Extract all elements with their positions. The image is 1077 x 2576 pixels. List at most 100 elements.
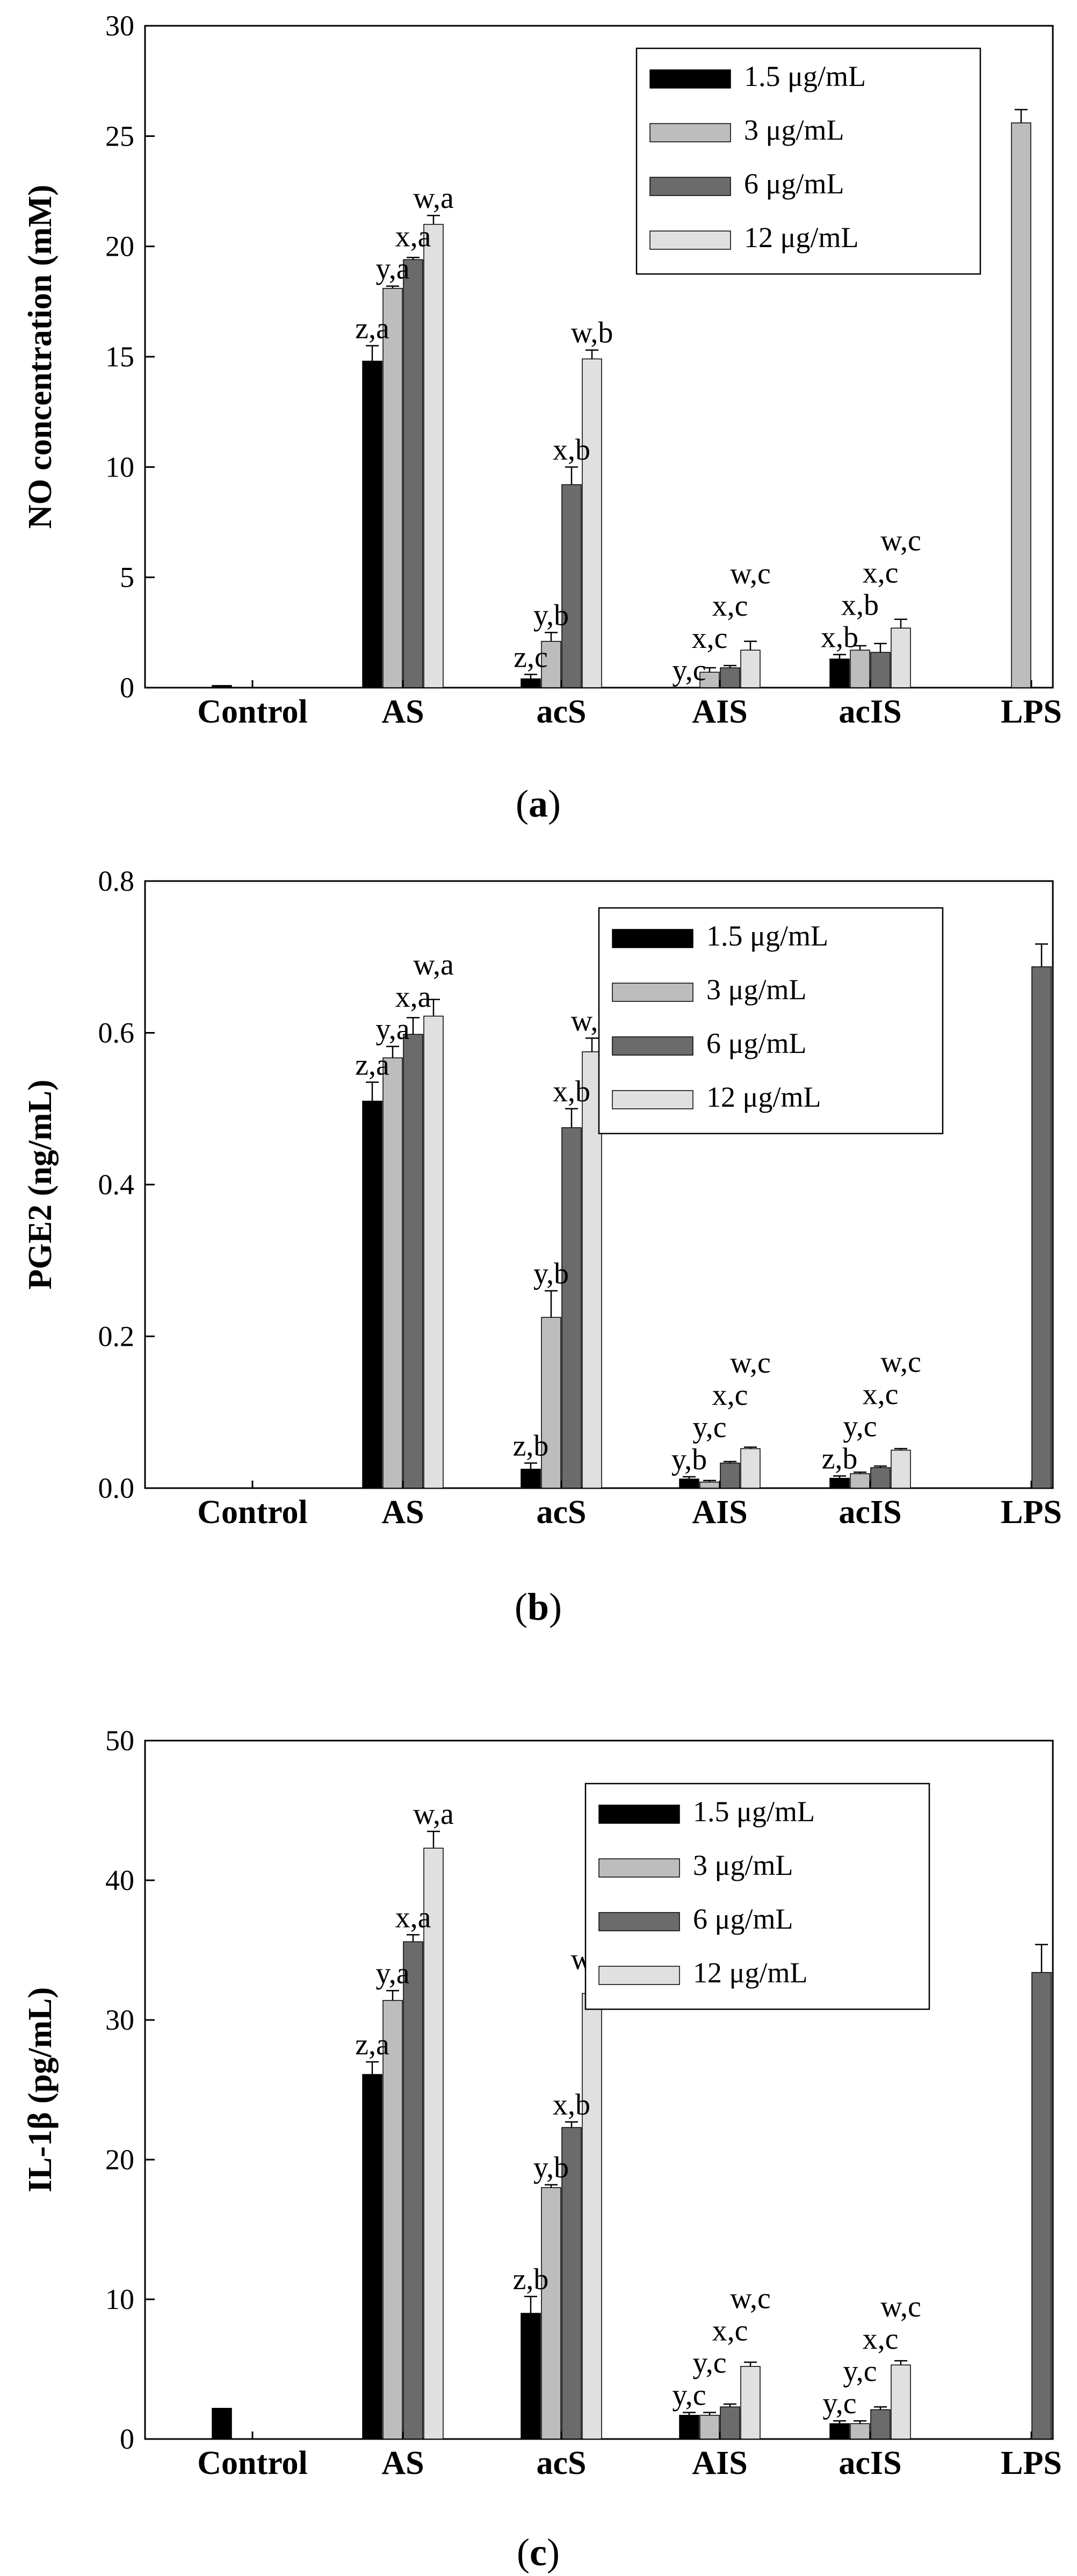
panel-b-ytick-label: 0.2 xyxy=(98,1321,135,1353)
panel-a-legend-entry: 12 μg/mL xyxy=(744,221,858,254)
panel-a-significance-label: w,c xyxy=(730,557,771,590)
panel-c-significance-label: y,c xyxy=(822,2387,856,2420)
panel-b-significance-label: y,b xyxy=(533,1257,569,1290)
panel-a-bar xyxy=(423,223,444,688)
panel-a-legend-swatch xyxy=(649,177,731,196)
panel-a-bar xyxy=(362,360,382,688)
panel-b-significance-label: x,c xyxy=(863,1377,899,1411)
panel-a-significance-label: x,c xyxy=(712,589,748,623)
panel-b-bar xyxy=(829,1477,850,1489)
panel-b-bar xyxy=(740,1448,761,1489)
panel-c-category-label: AS xyxy=(381,2445,424,2481)
panel-c-bar xyxy=(1031,1972,1052,2440)
panel-c-significance-label: w,c xyxy=(880,2290,921,2324)
panel-b-significance-label: y,a xyxy=(375,1013,409,1046)
panel-a-ytick-label: 5 xyxy=(120,561,134,594)
panel-a-label: (a) xyxy=(516,782,561,825)
panel-c-significance-label: x,c xyxy=(712,2314,748,2348)
panel-c-category-label: AIS xyxy=(692,2445,747,2481)
panel-a-legend-entry: 3 μg/mL xyxy=(744,114,844,146)
panel-a-category-label: acS xyxy=(537,694,587,730)
panel-a-significance-label: y,a xyxy=(375,252,409,286)
panel-a-category-label: acIS xyxy=(839,694,901,730)
panel-c-significance-label: x,c xyxy=(863,2322,899,2356)
panel-b-ytick-label: 0.0 xyxy=(98,1472,135,1504)
panel-b-y-axis-label: PGE2 (ng/mL) xyxy=(22,1080,59,1290)
panel-a-bar xyxy=(403,259,423,688)
panel-a-significance-label: x,b xyxy=(841,588,879,622)
panel-b-ytick-label: 0.6 xyxy=(98,1017,135,1049)
panel-b-bar xyxy=(891,1449,911,1489)
panel-a-legend-swatch xyxy=(649,230,731,250)
panel-a-bar xyxy=(382,287,403,688)
panel-b-legend-swatch xyxy=(612,983,693,1002)
panel-a-category-label: AIS xyxy=(692,694,747,730)
panel-b-significance-label: y,b xyxy=(671,1443,707,1476)
panel-b-bar xyxy=(870,1467,891,1489)
panel-c-significance-label: y,c xyxy=(672,2379,706,2412)
panel-a-bar xyxy=(582,358,602,688)
panel-c-ytick-label: 0 xyxy=(120,2423,134,2455)
panel-a-ytick-label: 0 xyxy=(120,672,134,704)
panel-a-significance-label: x,a xyxy=(395,220,431,254)
panel-b-bar xyxy=(382,1057,403,1489)
panel-a-bar xyxy=(870,652,891,688)
panel-b-category-label: AIS xyxy=(692,1494,747,1531)
panel-c-bar xyxy=(870,2409,891,2440)
panel-c-legend-swatch xyxy=(598,1966,680,1985)
panel-b-bar xyxy=(423,1015,444,1489)
panel-a-ytick-label: 10 xyxy=(105,451,134,483)
panel-a-legend-swatch xyxy=(649,123,731,142)
panel-c-bar xyxy=(891,2364,911,2440)
panel-c-significance-label: x,b xyxy=(553,2088,590,2122)
panel-a-bar xyxy=(1011,122,1031,688)
panel-b-bar xyxy=(403,1034,423,1489)
panel-a-significance-label: x,c xyxy=(692,622,728,655)
panel-b-bar xyxy=(850,1473,870,1489)
panel-a-significance-label: y,c xyxy=(672,654,706,687)
panel-b-legend-entry: 1.5 μg/mL xyxy=(706,920,828,952)
panel-b-category-label: LPS xyxy=(1001,1494,1062,1531)
panel-a-significance-label: x,c xyxy=(863,556,899,589)
panel-a-significance-label: x,b xyxy=(821,620,858,654)
panel-c-bar xyxy=(699,2415,720,2440)
panel-c-y-axis-label: IL-1β (pg/mL) xyxy=(22,1987,59,2192)
panel-c-significance-label: y,c xyxy=(843,2355,877,2388)
panel-c-ytick-label: 30 xyxy=(105,2004,134,2036)
panel-b-legend-swatch xyxy=(612,1036,693,1056)
panel-c-ytick-label: 50 xyxy=(105,1724,134,1757)
panel-b-category-label: Control xyxy=(197,1494,308,1531)
panel-b-significance-label: z,b xyxy=(513,1429,549,1462)
panel-c-bar xyxy=(850,2423,870,2440)
panel-a-ytick-label: 15 xyxy=(105,341,134,373)
panel-b-significance-label: z,b xyxy=(822,1442,858,1475)
panel-b-legend-entry: 12 μg/mL xyxy=(706,1081,821,1113)
panel-a-bar xyxy=(521,678,541,688)
panel-c-bar xyxy=(423,1848,444,2440)
panel-b-legend-swatch xyxy=(612,929,693,948)
panel-a-ytick-label: 25 xyxy=(105,120,134,152)
panel-b-bar xyxy=(720,1462,740,1489)
panel-a-bar xyxy=(829,658,850,688)
panel-c-category-label: acS xyxy=(537,2445,587,2481)
panel-b-legend-swatch xyxy=(612,1090,693,1109)
panel-a-category-label: AS xyxy=(381,694,424,730)
panel-c-category-label: acIS xyxy=(839,2445,901,2481)
panel-c-bar xyxy=(561,2127,582,2440)
panel-b-ytick-label: 0.8 xyxy=(98,865,135,897)
panel-a-legend-entry: 6 μg/mL xyxy=(744,168,844,200)
panel-c-label: (c) xyxy=(517,2531,560,2574)
panel-a-legend-entry: 1.5 μg/mL xyxy=(744,60,866,92)
panel-a-significance-label: w,b xyxy=(571,316,613,350)
panel-a-significance-label: z,a xyxy=(355,312,389,345)
panel-c-significance-label: z,b xyxy=(513,2263,549,2296)
panel-c-bar xyxy=(679,2415,699,2440)
panel-c-significance-label: z,a xyxy=(355,2028,389,2061)
panel-a-significance-label: y,b xyxy=(533,598,569,632)
panel-b-significance-label: z,a xyxy=(355,1048,389,1081)
panel-b-bar xyxy=(521,1468,541,1489)
panel-b-significance-label: x,a xyxy=(395,980,431,1014)
panel-c-significance-label: y,a xyxy=(375,1957,409,1990)
panel-c-bar xyxy=(212,2408,232,2440)
